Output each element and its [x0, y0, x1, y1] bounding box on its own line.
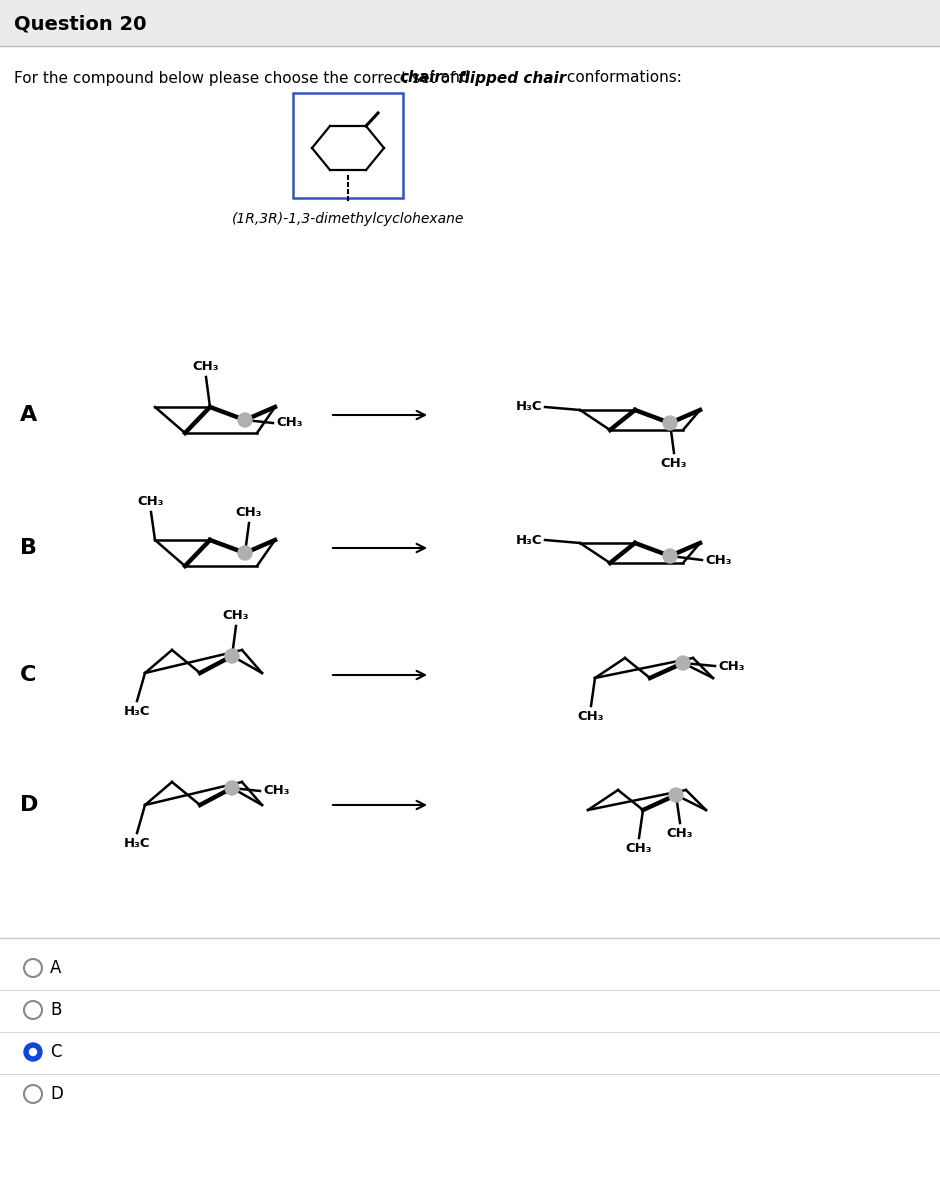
Text: (1R,3R)-1,3-dimethylcyclohexane: (1R,3R)-1,3-dimethylcyclohexane	[232, 212, 464, 226]
Text: CH₃: CH₃	[138, 494, 164, 508]
Text: H₃C: H₃C	[124, 704, 150, 718]
Circle shape	[29, 1049, 37, 1056]
Text: CH₃: CH₃	[223, 608, 249, 622]
Circle shape	[225, 649, 239, 662]
Text: C: C	[20, 665, 37, 685]
Circle shape	[238, 413, 252, 427]
Circle shape	[663, 550, 677, 563]
Text: chair: chair	[399, 71, 442, 85]
Text: CH₃: CH₃	[661, 457, 687, 470]
Text: CH₃: CH₃	[578, 710, 604, 722]
Text: CH₃: CH₃	[236, 506, 262, 518]
Text: B: B	[50, 1001, 61, 1019]
Circle shape	[663, 416, 677, 430]
Circle shape	[24, 959, 42, 977]
Text: and: and	[436, 71, 475, 85]
Circle shape	[24, 1001, 42, 1019]
Text: H₃C: H₃C	[515, 534, 542, 546]
Text: A: A	[20, 404, 38, 425]
Text: A: A	[50, 959, 61, 977]
Text: CH₃: CH₃	[263, 785, 290, 798]
Circle shape	[676, 656, 690, 670]
Text: H₃C: H₃C	[515, 401, 542, 414]
Text: H₃C: H₃C	[124, 838, 150, 850]
Text: B: B	[20, 538, 37, 558]
Text: CH₃: CH₃	[718, 660, 744, 672]
Text: conformations:: conformations:	[562, 71, 682, 85]
Text: CH₃: CH₃	[705, 553, 731, 566]
Text: flipped chair: flipped chair	[458, 71, 566, 85]
Circle shape	[669, 788, 683, 802]
Text: CH₃: CH₃	[666, 827, 694, 840]
Circle shape	[225, 781, 239, 794]
Text: C: C	[50, 1043, 61, 1061]
Circle shape	[24, 1043, 42, 1061]
Bar	[293, 92, 403, 198]
Text: CH₃: CH₃	[276, 416, 303, 430]
Circle shape	[24, 1085, 42, 1103]
Text: CH₃: CH₃	[626, 842, 652, 854]
Text: For the compound below please choose the correct set of: For the compound below please choose the…	[14, 71, 461, 85]
Circle shape	[238, 546, 252, 560]
Bar	[0, 0, 940, 46]
Text: D: D	[20, 794, 39, 815]
Text: Question 20: Question 20	[14, 14, 147, 34]
Text: D: D	[50, 1085, 63, 1103]
Text: CH₃: CH₃	[193, 360, 219, 373]
